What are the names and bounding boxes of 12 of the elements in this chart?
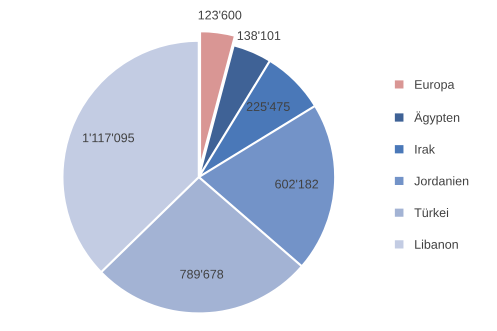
data-label: 225'475 xyxy=(246,102,290,112)
data-label: 602'182 xyxy=(275,180,318,189)
legend-label: Europa xyxy=(415,80,454,92)
legend-label: Libanon xyxy=(415,240,458,249)
data-label: 789'678 xyxy=(180,270,224,279)
data-label: 1'117'095 xyxy=(83,133,134,142)
legend-label: Ägypten xyxy=(414,111,460,124)
legend-label: Türkei xyxy=(414,208,448,218)
data-label: 138'101 xyxy=(238,31,280,40)
data-label: 123'600 xyxy=(198,10,242,20)
legend-label: Irak xyxy=(415,144,436,154)
legend-label: Jordanien xyxy=(414,176,468,186)
